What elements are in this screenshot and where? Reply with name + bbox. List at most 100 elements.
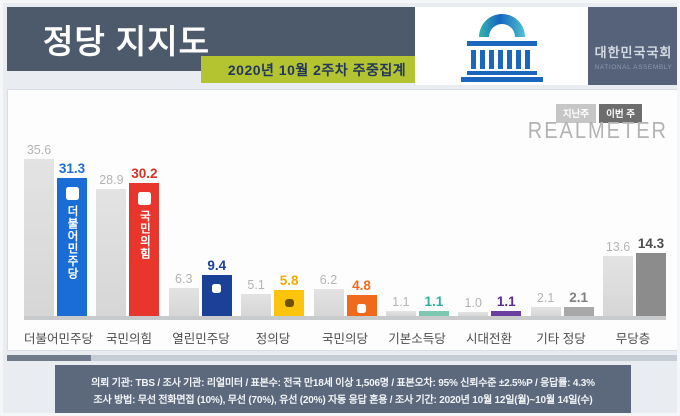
bar-column-last-week: 13.6 xyxy=(603,240,633,316)
bar xyxy=(96,189,127,316)
bar-column-last-week: 2.1 xyxy=(530,291,561,316)
bar xyxy=(24,159,54,316)
page-title: 정당 지지도 xyxy=(43,23,210,60)
bar-value: 1.1 xyxy=(392,295,410,309)
bar-column-this-week: 30.2 국민의힘 xyxy=(129,166,160,316)
legend: 지난주 이번 주 xyxy=(555,104,642,123)
footer-line-2: 조사 방법: 무선 전화면접 (10%), 무선 (70%), 유선 (20%)… xyxy=(93,395,593,406)
bar-value: 35.6 xyxy=(26,143,52,157)
bar-column-last-week: 28.9 xyxy=(96,173,127,316)
footer-line-1: 의뢰 기관: TBS / 조사 기관: 리얼미터 / 표본수: 전국 만18세 … xyxy=(91,378,595,389)
x-axis-label: 무당층 xyxy=(615,332,651,346)
bar-value: 9.4 xyxy=(207,258,227,273)
bar-value: 28.9 xyxy=(99,173,124,187)
bar-value: 5.8 xyxy=(279,273,299,288)
bar-group: 6.2 4.8 xyxy=(313,273,377,316)
bar-column-this-week: 14.3 xyxy=(636,236,666,316)
bar-inner-content xyxy=(202,284,232,293)
legend-last-week-chip: 지난주 xyxy=(555,104,597,123)
bar-column-this-week: 31.3 더불어민주당 xyxy=(57,161,87,316)
bar-value: 30.2 xyxy=(131,166,158,181)
chart-panel: 지난주 이번 주 REALMETER 35.6 31.3 더불어민주당 28.9 30.… xyxy=(7,89,677,351)
bar-value: 6.2 xyxy=(319,273,338,287)
progress-bar-fill xyxy=(7,355,91,361)
bar-value: 1.1 xyxy=(424,294,444,309)
date-ribbon: 2020년 10월 2주차 주중집계 xyxy=(201,56,433,83)
bar-column-last-week: 1.1 xyxy=(385,295,416,316)
bar xyxy=(418,311,449,316)
x-axis-label: 시대전환 xyxy=(465,332,512,346)
bar-value: 4.8 xyxy=(352,278,371,293)
bar-inner-content: 더불어민주당 xyxy=(57,187,87,280)
bar xyxy=(603,256,633,316)
bar xyxy=(241,294,272,316)
bar-column-this-week: 1.1 xyxy=(491,294,522,316)
bar xyxy=(346,295,377,316)
bar-inner-content: 국민의힘 xyxy=(129,192,159,260)
bar-column-last-week: 1.0 xyxy=(458,296,489,316)
bar xyxy=(168,288,199,316)
x-axis-label: 정의당 xyxy=(255,332,291,346)
bar-group: 13.6 14.3 xyxy=(603,236,666,316)
bar-group: 6.3 9.4 xyxy=(168,258,232,316)
assembly-name-en: NATIONAL ASSEMBLY xyxy=(594,64,673,71)
assembly-name-kr: 대한민국국회 xyxy=(594,45,673,60)
bar-inner-content xyxy=(347,304,377,313)
bar-column-this-week: 1.1 xyxy=(418,294,449,316)
bar: 국민의힘 xyxy=(129,183,160,316)
x-axis-label: 열린민주당 xyxy=(172,332,230,346)
bar xyxy=(491,311,522,316)
bar xyxy=(274,290,305,316)
bar-group: 28.9 30.2 국민의힘 xyxy=(96,166,160,316)
bar-column-this-week: 5.8 xyxy=(274,273,305,316)
bar-column-last-week: 6.2 xyxy=(313,273,344,316)
bar-column-last-week: 6.3 xyxy=(168,272,199,316)
party-logo-icon xyxy=(284,299,294,307)
bar-column-this-week: 9.4 xyxy=(201,258,232,316)
national-assembly-building-icon xyxy=(460,14,543,82)
national-assembly-logo-box xyxy=(415,7,588,85)
x-axis-label: 국민의힘 xyxy=(105,332,152,346)
realmeter-wordmark: REALMETER xyxy=(527,118,668,144)
bar-value: 14.3 xyxy=(637,236,665,251)
bar-value: 1.1 xyxy=(496,294,516,309)
bar-value: 1.0 xyxy=(464,296,482,310)
bar xyxy=(636,253,666,316)
bar-inline-label: 국민의힘 xyxy=(138,210,151,260)
bar-column-this-week: 2.1 xyxy=(563,290,594,316)
bar-inline-label: 더불어민주당 xyxy=(66,205,78,280)
national-assembly-text-box: 대한민국국회 NATIONAL ASSEMBLY xyxy=(588,7,677,85)
x-axis-label: 기타 정당 xyxy=(536,332,586,346)
bar-group: 35.6 31.3 더불어민주당 xyxy=(24,143,87,316)
x-axis-label: 더불어민주당 xyxy=(24,332,94,346)
bar-column-this-week: 4.8 xyxy=(346,278,377,316)
bar-value: 6.3 xyxy=(175,272,193,286)
bar-value: 13.6 xyxy=(605,240,631,254)
bar-value: 2.1 xyxy=(569,290,589,305)
x-axis-label: 국민의당 xyxy=(321,332,368,346)
bar-group: 1.1 1.1 xyxy=(385,294,449,316)
party-logo-icon xyxy=(137,192,151,205)
x-labels: 더불어민주당 국민의힘 열린민주당 정의당 국민의당 기본소득당 시대전환 기타 정당 무당층 xyxy=(24,328,666,347)
bar xyxy=(563,307,594,316)
bar-value: 2.1 xyxy=(536,291,555,305)
bar-value: 5.1 xyxy=(247,278,265,292)
progress-bar-track xyxy=(7,355,677,361)
bar xyxy=(530,307,561,316)
bar xyxy=(313,289,344,316)
bar-value: 31.3 xyxy=(58,161,86,176)
party-logo-icon xyxy=(357,304,366,313)
bar-group: 5.1 5.8 xyxy=(241,273,305,316)
bar-inner-content xyxy=(274,299,304,307)
bar: 더불어민주당 xyxy=(57,178,87,316)
bar-group: 2.1 2.1 xyxy=(530,290,594,316)
bar xyxy=(201,275,232,316)
party-logo-icon xyxy=(65,187,79,200)
date-ribbon-label: 2020년 10월 2주차 주중집계 xyxy=(227,61,407,78)
x-axis-label: 기본소득당 xyxy=(388,332,446,346)
survey-methodology-footer: 의뢰 기관: TBS / 조사 기관: 리얼미터 / 표본수: 전국 만18세 … xyxy=(55,365,631,413)
legend-this-week-chip: 이번 주 xyxy=(599,104,642,123)
bar-group: 1.0 1.1 xyxy=(458,294,522,316)
bar xyxy=(458,312,489,316)
